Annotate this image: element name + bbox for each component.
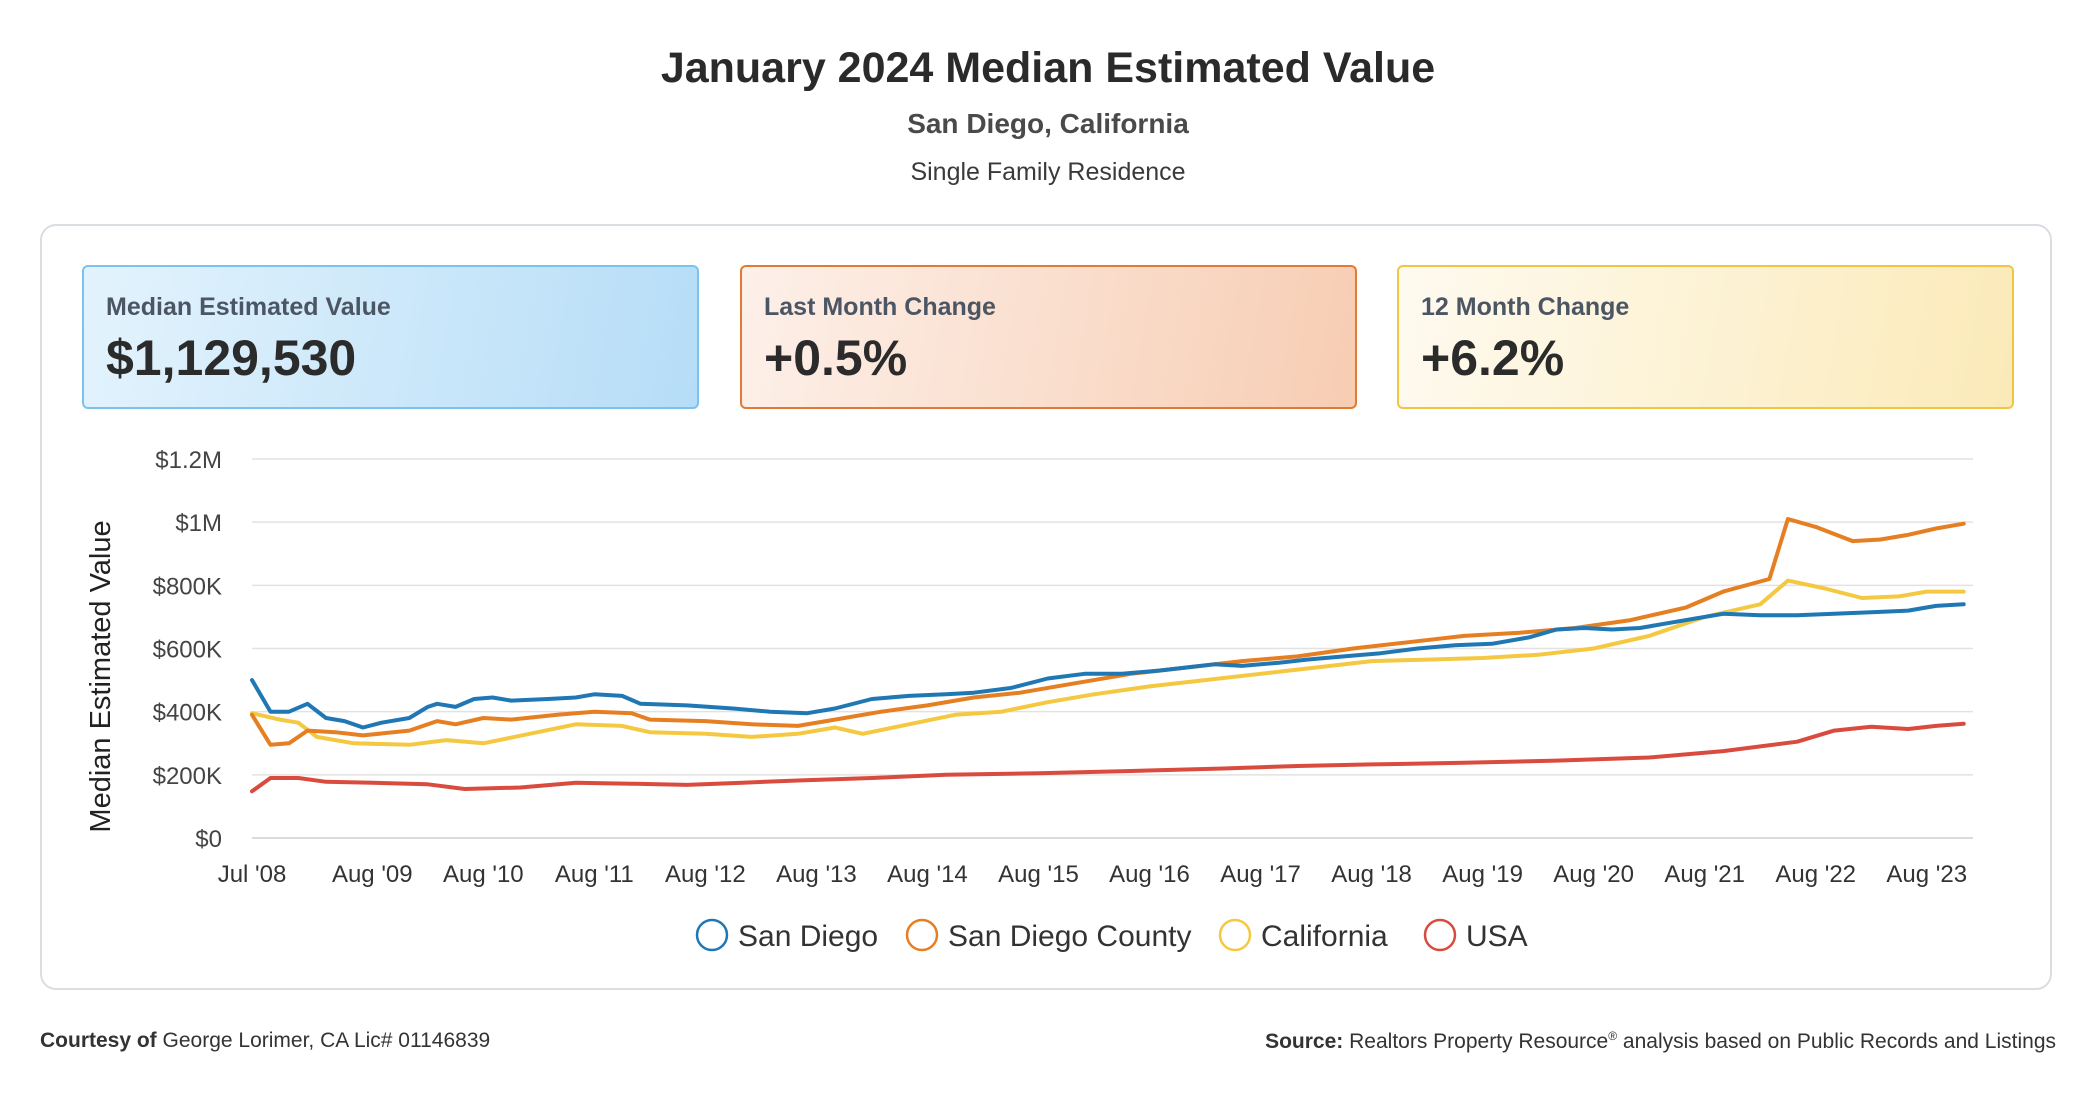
legend-label: USA <box>1466 920 1528 953</box>
x-tick-label: Aug '11 <box>555 861 634 888</box>
median-value-card: Median Estimated Value $1,129,530 <box>82 265 699 409</box>
source-text-pre: Realtors Property Resource <box>1349 1030 1609 1053</box>
y-axis-title: Median Estimated Value <box>85 520 117 832</box>
x-tick-label: Aug '21 <box>1664 861 1745 888</box>
courtesy-note: Courtesy of George Lorimer, CA Lic# 0114… <box>40 1029 490 1053</box>
x-tick-label: Jul '08 <box>218 861 287 888</box>
source-text-post: analysis based on Public Records and Lis… <box>1617 1030 2056 1053</box>
x-tick-label: Aug '12 <box>665 861 746 888</box>
card-value: +6.2% <box>1421 330 1565 386</box>
card-label: 12 Month Change <box>1421 293 1630 321</box>
x-tick-label: Aug '19 <box>1442 861 1523 888</box>
series-line <box>250 721 1966 794</box>
series-line <box>250 578 1966 747</box>
y-tick-label: $1M <box>175 510 222 537</box>
legend-marker <box>905 918 939 952</box>
source-note: Source: Realtors Property Resource® anal… <box>1265 1029 2056 1054</box>
series-line <box>250 517 1966 747</box>
source-label: Source: <box>1265 1030 1344 1053</box>
twelve-month-change-card: 12 Month Change +6.2% <box>1397 265 2014 409</box>
registered-mark: ® <box>1608 1029 1618 1043</box>
x-tick-label: Aug '13 <box>776 861 857 888</box>
x-tick-label: Aug '18 <box>1331 861 1412 888</box>
legend-marker <box>695 918 729 952</box>
y-tick-label: $800K <box>153 573 222 600</box>
card-value: +0.5% <box>764 330 908 386</box>
chart-subtitle: San Diego, California <box>907 108 1189 139</box>
x-tick-label: Aug '17 <box>1220 861 1301 888</box>
x-tick-label: Aug '22 <box>1775 861 1856 888</box>
line-chart: $0 $200K $400K $600K $800K $1M $1.2M Jul '08 Aug… <box>85 447 1973 953</box>
card-label: Last Month Change <box>764 293 996 321</box>
legend-label: San Diego <box>738 920 878 953</box>
card-value: $1,129,530 <box>106 330 357 386</box>
x-tick-label: Aug '16 <box>1109 861 1190 888</box>
courtesy-label: Courtesy of <box>40 1029 157 1052</box>
card-label: Median Estimated Value <box>106 293 391 321</box>
x-tick-label: Aug '15 <box>998 861 1079 888</box>
legend-marker <box>1423 918 1457 952</box>
courtesy-text: George Lorimer, CA Lic# 01146839 <box>162 1029 491 1052</box>
property-type: Single Family Residence <box>910 158 1186 186</box>
legend-label: San Diego County <box>948 920 1192 953</box>
legend-marker <box>1218 918 1252 952</box>
x-tick-label: Aug '10 <box>443 861 524 888</box>
x-tick-label: Aug '20 <box>1553 861 1634 888</box>
x-tick-label: Aug '23 <box>1886 861 1967 888</box>
y-tick-label: $200K <box>153 763 222 790</box>
series-line <box>250 602 1966 730</box>
y-tick-label: $400K <box>153 700 222 727</box>
y-tick-label: $0 <box>195 826 222 853</box>
legend-label: California <box>1261 920 1388 953</box>
last-month-change-card: Last Month Change +0.5% <box>740 265 1357 409</box>
y-tick-label: $1.2M <box>155 447 222 474</box>
chart-title: January 2024 Median Estimated Value <box>660 44 1436 92</box>
x-tick-label: Aug '14 <box>887 861 968 888</box>
x-tick-label: Aug '09 <box>332 861 413 888</box>
y-tick-label: $600K <box>153 637 222 664</box>
